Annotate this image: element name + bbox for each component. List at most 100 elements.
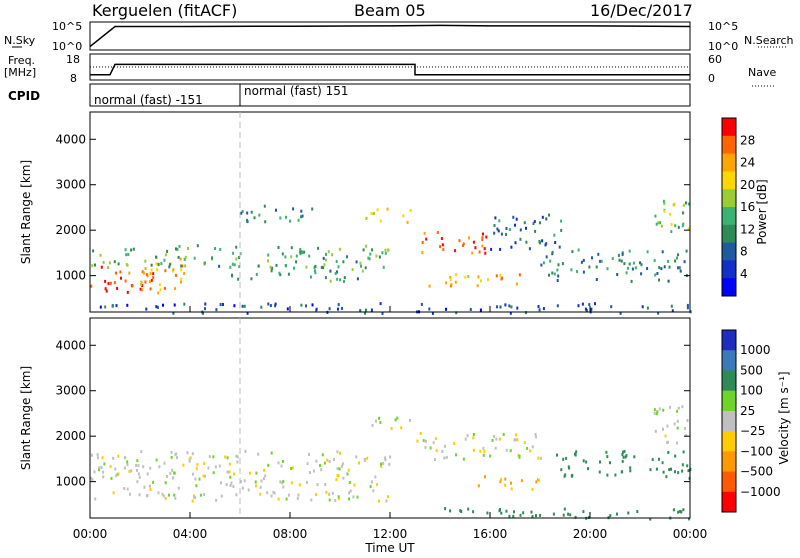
power-pixel xyxy=(428,284,431,288)
velocity-pixel xyxy=(535,435,537,439)
power-colorbar-tick: 8 xyxy=(740,245,748,259)
power-pixel xyxy=(509,311,512,315)
cpid-segment-1: normal (fast) -151 xyxy=(94,93,203,107)
power-pixel xyxy=(235,245,238,249)
power-pixel xyxy=(619,311,622,315)
power-pixel xyxy=(109,281,112,285)
power-pixel xyxy=(145,273,148,276)
power-pixel xyxy=(659,221,662,225)
power-pixel xyxy=(508,228,511,231)
power-pixel xyxy=(232,251,235,255)
velocity-pixel xyxy=(123,466,126,470)
velocity-pixel xyxy=(337,474,340,478)
velocity-colorbar-frame xyxy=(721,329,737,513)
power-pixel xyxy=(551,250,554,254)
power-pixel xyxy=(253,216,256,220)
velocity-pixel xyxy=(498,437,501,441)
power-colorbar-frame xyxy=(721,117,737,297)
velocity-pixel xyxy=(531,445,534,449)
velocity-pixel xyxy=(654,429,657,433)
power-pixel xyxy=(163,258,166,262)
velocity-pixel xyxy=(342,476,345,480)
power-pixel xyxy=(496,305,498,309)
power-pixel xyxy=(660,224,663,228)
power-pixel xyxy=(284,264,287,267)
velocity-pixel xyxy=(422,439,425,443)
velocity-pixel xyxy=(165,475,168,479)
velocity-pixel xyxy=(176,456,178,460)
velocity-pixel xyxy=(136,468,138,472)
power-pixel xyxy=(275,208,277,212)
velocity-pixel xyxy=(453,442,456,445)
velocity-pixel xyxy=(164,496,167,500)
velocity-pixel xyxy=(667,440,669,444)
power-pixel xyxy=(359,261,362,265)
power-pixel xyxy=(311,207,314,211)
power-colorbar-tick: 24 xyxy=(740,156,755,170)
power-pixel xyxy=(334,272,337,275)
velocity-pixel xyxy=(136,459,139,463)
power-pixel xyxy=(590,307,593,311)
velocity-pixel xyxy=(582,510,585,514)
velocity-pixel xyxy=(220,494,223,498)
velocity-pixel xyxy=(674,470,676,474)
power-pixel xyxy=(376,208,379,212)
power-pixel xyxy=(553,272,556,276)
velocity-pixel xyxy=(599,460,601,464)
velocity-pixel xyxy=(435,449,438,453)
velocity-pixel xyxy=(335,478,338,482)
power-pixel xyxy=(654,273,657,277)
power-pixel xyxy=(222,303,224,306)
velocity-pixel xyxy=(323,461,326,465)
velocity-pixel xyxy=(226,456,229,460)
power-pixel xyxy=(279,216,282,220)
power-pixel xyxy=(364,266,367,270)
velocity-pixel xyxy=(326,458,329,462)
power-pixel xyxy=(632,261,635,265)
power-pixel xyxy=(127,253,130,256)
power-pixel xyxy=(157,263,160,266)
power-pixel xyxy=(519,228,522,232)
power-pixel xyxy=(365,308,367,312)
power-pixel xyxy=(355,260,358,264)
velocity-pixel xyxy=(434,458,436,461)
velocity-pixel xyxy=(235,454,238,458)
velocity-pixel xyxy=(682,508,685,512)
power-pixel xyxy=(250,210,253,214)
velocity-pixel xyxy=(537,456,540,460)
power-pixel xyxy=(549,259,552,263)
power-pixel xyxy=(336,270,338,274)
velocity-pixel xyxy=(152,480,155,484)
power-pixel xyxy=(204,302,207,306)
y-tick-label: 1000 xyxy=(55,475,86,489)
velocity-colorbar-swatch xyxy=(722,451,736,473)
velocity-pixel xyxy=(656,410,659,414)
power-pixel xyxy=(175,247,177,251)
velocity-pixel xyxy=(621,459,624,463)
power-pixel xyxy=(505,233,507,236)
velocity-pixel xyxy=(377,499,380,503)
power-pixel xyxy=(606,267,609,271)
velocity-pixel xyxy=(666,424,669,428)
power-pixel xyxy=(305,265,308,269)
power-pixel xyxy=(441,243,444,247)
power-pixel xyxy=(183,302,186,306)
velocity-pixel xyxy=(96,456,99,460)
velocity-pixel xyxy=(582,459,585,463)
velocity-pixel xyxy=(384,458,387,462)
velocity-pixel xyxy=(195,484,198,488)
velocity-pixel xyxy=(353,483,356,487)
power-pixel xyxy=(166,249,169,253)
velocity-pixel xyxy=(226,470,229,474)
power-pixel xyxy=(311,303,314,307)
velocity-pixel xyxy=(182,463,185,467)
velocity-pixel xyxy=(338,467,341,471)
velocity-pixel xyxy=(282,459,284,463)
power-pixel xyxy=(541,215,544,219)
velocity-pixel xyxy=(164,481,167,485)
velocity-pixel xyxy=(500,511,503,515)
velocity-pixel xyxy=(396,416,399,420)
velocity-pixel xyxy=(629,466,632,470)
power-pixel xyxy=(663,202,666,206)
velocity-pixel xyxy=(202,474,205,478)
